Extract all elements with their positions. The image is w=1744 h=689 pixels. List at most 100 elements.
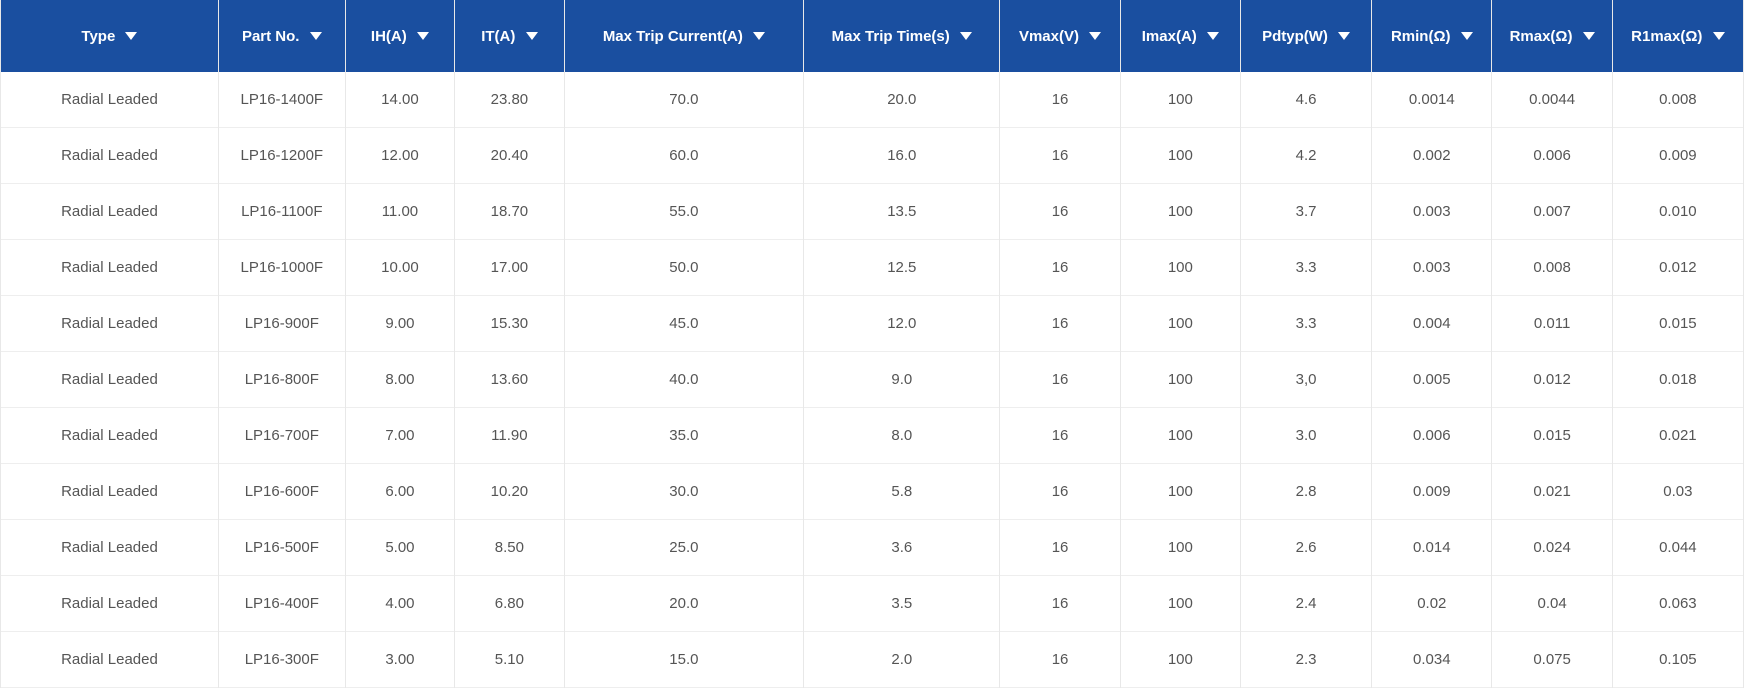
column-header-rmax[interactable]: Rmax(Ω) xyxy=(1492,0,1611,72)
column-header-it[interactable]: IT(A) xyxy=(455,0,563,72)
cell-r1max: 0.105 xyxy=(1613,632,1743,688)
cell-part_no: LP16-900F xyxy=(219,296,345,352)
cell-mtc: 50.0 xyxy=(565,240,804,296)
cell-imax: 100 xyxy=(1121,576,1240,632)
sort-desc-icon xyxy=(417,32,429,40)
table-row[interactable]: Radial LeadedLP16-300F3.005.1015.02.0161… xyxy=(1,632,1743,688)
column-header-r1max[interactable]: R1max(Ω) xyxy=(1613,0,1743,72)
column-header-ih[interactable]: IH(A) xyxy=(346,0,454,72)
cell-mtt: 16.0 xyxy=(804,128,999,184)
table-row[interactable]: Radial LeadedLP16-900F9.0015.3045.012.01… xyxy=(1,296,1743,352)
cell-type: Radial Leaded xyxy=(1,464,218,520)
cell-rmax: 0.006 xyxy=(1492,128,1611,184)
cell-it: 11.90 xyxy=(455,408,563,464)
cell-vmax: 16 xyxy=(1000,72,1119,128)
cell-part_no: LP16-1000F xyxy=(219,240,345,296)
cell-type: Radial Leaded xyxy=(1,632,218,688)
cell-imax: 100 xyxy=(1121,520,1240,576)
column-header-label: IH(A) xyxy=(371,28,407,45)
cell-pdtyp: 2.4 xyxy=(1241,576,1371,632)
cell-type: Radial Leaded xyxy=(1,240,218,296)
cell-rmax: 0.0044 xyxy=(1492,72,1611,128)
table-row[interactable]: Radial LeadedLP16-1100F11.0018.7055.013.… xyxy=(1,184,1743,240)
cell-ih: 10.00 xyxy=(346,240,454,296)
table-row[interactable]: Radial LeadedLP16-1200F12.0020.4060.016.… xyxy=(1,128,1743,184)
column-header-label: Imax(A) xyxy=(1142,28,1197,45)
column-header-type[interactable]: Type xyxy=(1,0,218,72)
cell-type: Radial Leaded xyxy=(1,184,218,240)
table-row[interactable]: Radial LeadedLP16-800F8.0013.6040.09.016… xyxy=(1,352,1743,408)
cell-rmax: 0.015 xyxy=(1492,408,1611,464)
cell-r1max: 0.03 xyxy=(1613,464,1743,520)
cell-rmin: 0.004 xyxy=(1372,296,1491,352)
cell-mtc: 20.0 xyxy=(565,576,804,632)
cell-type: Radial Leaded xyxy=(1,520,218,576)
cell-mtt: 13.5 xyxy=(804,184,999,240)
cell-mtc: 15.0 xyxy=(565,632,804,688)
cell-mtc: 30.0 xyxy=(565,464,804,520)
cell-rmax: 0.04 xyxy=(1492,576,1611,632)
cell-imax: 100 xyxy=(1121,296,1240,352)
cell-r1max: 0.021 xyxy=(1613,408,1743,464)
cell-it: 5.10 xyxy=(455,632,563,688)
cell-it: 10.20 xyxy=(455,464,563,520)
sort-desc-icon xyxy=(960,32,972,40)
cell-rmin: 0.02 xyxy=(1372,576,1491,632)
cell-it: 15.30 xyxy=(455,296,563,352)
cell-r1max: 0.015 xyxy=(1613,296,1743,352)
table-row[interactable]: Radial LeadedLP16-700F7.0011.9035.08.016… xyxy=(1,408,1743,464)
cell-part_no: LP16-700F xyxy=(219,408,345,464)
cell-rmax: 0.012 xyxy=(1492,352,1611,408)
cell-mtc: 35.0 xyxy=(565,408,804,464)
cell-ih: 7.00 xyxy=(346,408,454,464)
table-row[interactable]: Radial LeadedLP16-500F5.008.5025.03.6161… xyxy=(1,520,1743,576)
cell-rmin: 0.005 xyxy=(1372,352,1491,408)
cell-mtc: 55.0 xyxy=(565,184,804,240)
sort-desc-icon xyxy=(125,32,137,40)
table-row[interactable]: Radial LeadedLP16-1400F14.0023.8070.020.… xyxy=(1,72,1743,128)
cell-it: 13.60 xyxy=(455,352,563,408)
cell-r1max: 0.008 xyxy=(1613,72,1743,128)
column-header-pdtyp[interactable]: Pdtyp(W) xyxy=(1241,0,1371,72)
cell-mtt: 3.5 xyxy=(804,576,999,632)
cell-it: 23.80 xyxy=(455,72,563,128)
cell-rmin: 0.003 xyxy=(1372,184,1491,240)
column-header-max-trip-current[interactable]: Max Trip Current(A) xyxy=(565,0,804,72)
cell-type: Radial Leaded xyxy=(1,576,218,632)
cell-it: 18.70 xyxy=(455,184,563,240)
cell-type: Radial Leaded xyxy=(1,296,218,352)
cell-vmax: 16 xyxy=(1000,464,1119,520)
table-header-row: Type Part No. IH(A) IT(A) Max Trip Curre… xyxy=(1,0,1743,72)
cell-part_no: LP16-400F xyxy=(219,576,345,632)
column-header-imax[interactable]: Imax(A) xyxy=(1121,0,1240,72)
column-header-label: Rmin(Ω) xyxy=(1391,28,1451,45)
cell-rmax: 0.075 xyxy=(1492,632,1611,688)
column-header-label: R1max(Ω) xyxy=(1631,28,1702,45)
cell-it: 8.50 xyxy=(455,520,563,576)
cell-vmax: 16 xyxy=(1000,576,1119,632)
column-header-max-trip-time[interactable]: Max Trip Time(s) xyxy=(804,0,999,72)
cell-mtt: 3.6 xyxy=(804,520,999,576)
cell-mtc: 70.0 xyxy=(565,72,804,128)
cell-vmax: 16 xyxy=(1000,408,1119,464)
table-row[interactable]: Radial LeadedLP16-400F4.006.8020.03.5161… xyxy=(1,576,1743,632)
sort-desc-icon xyxy=(1461,32,1473,40)
cell-r1max: 0.018 xyxy=(1613,352,1743,408)
cell-vmax: 16 xyxy=(1000,352,1119,408)
sort-desc-icon xyxy=(1338,32,1350,40)
table-row[interactable]: Radial LeadedLP16-600F6.0010.2030.05.816… xyxy=(1,464,1743,520)
table-row[interactable]: Radial LeadedLP16-1000F10.0017.0050.012.… xyxy=(1,240,1743,296)
cell-part_no: LP16-500F xyxy=(219,520,345,576)
column-header-rmin[interactable]: Rmin(Ω) xyxy=(1372,0,1491,72)
cell-rmin: 0.006 xyxy=(1372,408,1491,464)
cell-type: Radial Leaded xyxy=(1,352,218,408)
cell-mtt: 8.0 xyxy=(804,408,999,464)
table-body: Radial LeadedLP16-1400F14.0023.8070.020.… xyxy=(1,72,1743,688)
cell-imax: 100 xyxy=(1121,408,1240,464)
column-header-vmax[interactable]: Vmax(V) xyxy=(1000,0,1119,72)
cell-imax: 100 xyxy=(1121,240,1240,296)
cell-r1max: 0.010 xyxy=(1613,184,1743,240)
sort-desc-icon xyxy=(310,32,322,40)
column-header-part-no[interactable]: Part No. xyxy=(219,0,345,72)
cell-vmax: 16 xyxy=(1000,240,1119,296)
